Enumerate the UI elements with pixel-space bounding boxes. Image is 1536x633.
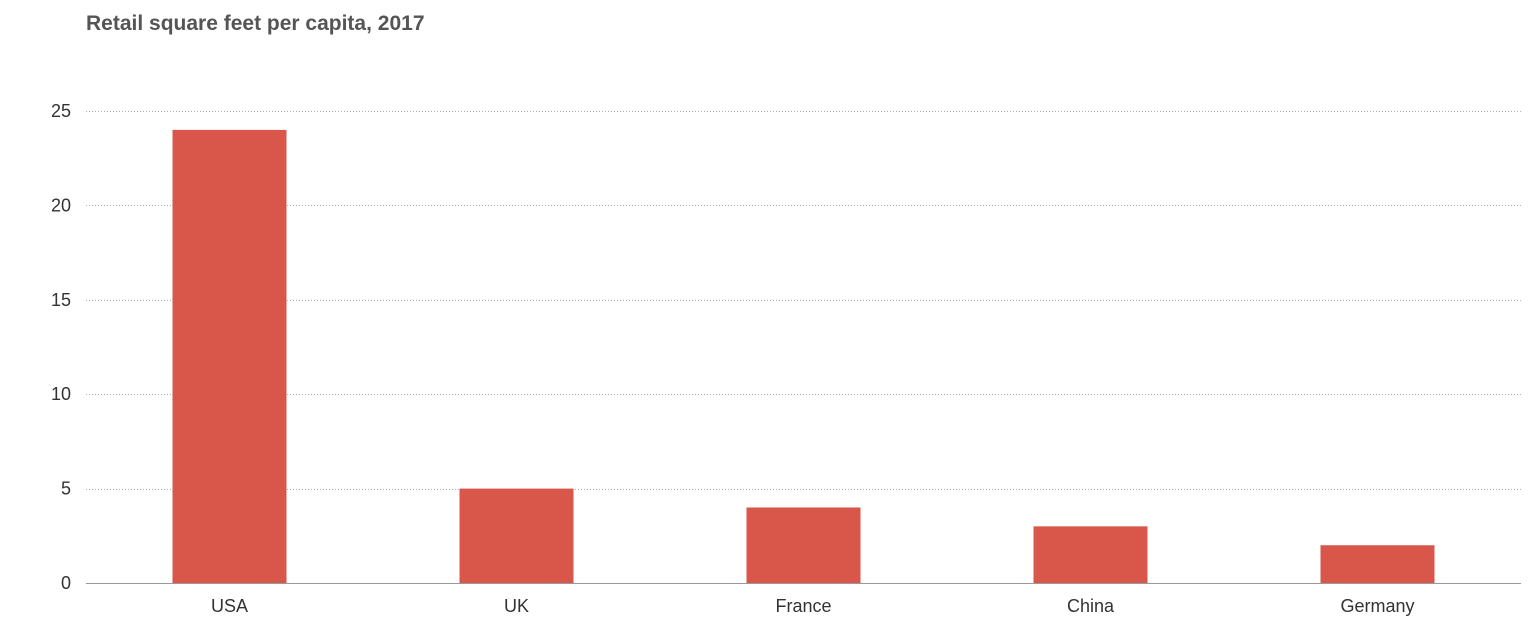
y-tick-label: 10 [51,384,71,404]
x-tick-label: USA [211,596,248,616]
x-tick-label: UK [504,596,529,616]
y-axis-ticks: 0 5 10 15 20 25 [51,101,71,593]
chart-title: Retail square feet per capita, 2017 [86,12,425,35]
y-tick-label: 20 [51,195,71,215]
bar-uk [459,488,574,583]
gridlines [86,111,1521,490]
y-tick-label: 5 [61,479,71,499]
bar-germany [1320,545,1435,583]
x-tick-label: China [1067,596,1115,616]
y-tick-label: 15 [51,290,71,310]
y-tick-label: 0 [61,573,71,593]
x-tick-label: France [775,596,831,616]
y-tick-label: 25 [51,101,71,121]
bar-france [746,507,861,583]
bars [172,129,1435,583]
bar-usa [172,129,287,583]
bar-china [1033,526,1148,583]
x-tick-label: Germany [1340,596,1414,616]
x-axis-ticks: USA UK France China Germany [211,596,1415,616]
